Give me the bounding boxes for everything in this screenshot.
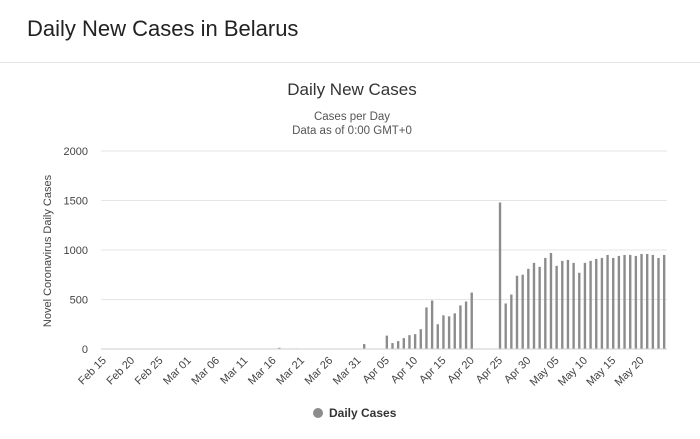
bar[interactable] — [413, 334, 417, 349]
bar[interactable] — [555, 265, 558, 349]
bar[interactable] — [278, 347, 281, 349]
y-tick-label: 2000 — [64, 146, 88, 158]
bar[interactable] — [572, 262, 575, 349]
bar[interactable] — [408, 335, 411, 349]
bar[interactable] — [578, 272, 581, 349]
bar[interactable] — [363, 344, 366, 349]
x-tick-label: May 15 — [584, 355, 618, 389]
x-tick-label: Mar 11 — [218, 355, 250, 387]
bar[interactable] — [640, 253, 643, 349]
bar[interactable] — [464, 301, 468, 349]
bar[interactable] — [453, 313, 456, 349]
bar[interactable] — [527, 268, 530, 349]
legend-marker-icon — [313, 408, 323, 418]
bar[interactable] — [600, 257, 604, 349]
bar[interactable] — [504, 303, 507, 349]
x-tick-label: Apr 05 — [361, 355, 392, 386]
bar[interactable] — [657, 257, 660, 349]
bar[interactable] — [470, 292, 473, 349]
legend-label: Daily Cases — [329, 406, 397, 420]
bar[interactable] — [617, 255, 621, 349]
bar[interactable] — [430, 300, 434, 349]
bar[interactable] — [515, 275, 519, 349]
bar[interactable] — [583, 262, 587, 349]
bar[interactable] — [521, 274, 524, 349]
bar[interactable] — [595, 258, 598, 349]
bar[interactable] — [532, 262, 536, 349]
bar[interactable] — [589, 260, 592, 349]
x-tick-label: May 20 — [613, 355, 647, 389]
bar[interactable] — [549, 252, 553, 349]
x-tick-label: Apr 25 — [474, 355, 505, 386]
bar[interactable] — [651, 254, 655, 349]
bar[interactable] — [544, 257, 547, 349]
bar[interactable] — [425, 307, 428, 349]
bar[interactable] — [566, 259, 570, 349]
x-tick-label: May 10 — [556, 355, 590, 389]
bar[interactable] — [662, 254, 666, 349]
legend[interactable]: Daily Cases — [313, 406, 397, 420]
y-axis-ticks: 0 500 1000 1500 2000 — [64, 146, 88, 356]
x-tick-label: Mar 16 — [246, 355, 279, 388]
bar[interactable] — [498, 202, 502, 349]
page-title: Daily New Cases in Belarus — [27, 16, 299, 41]
x-tick-label: May 05 — [528, 355, 562, 389]
x-tick-label: Apr 15 — [417, 355, 448, 386]
bar[interactable] — [396, 341, 400, 349]
bar[interactable] — [634, 255, 638, 349]
grid-lines — [101, 150, 667, 350]
x-tick-label: Apr 20 — [445, 355, 476, 386]
chart-title: Daily New Cases — [287, 80, 416, 99]
bar[interactable] — [385, 335, 389, 349]
x-tick-label: Mar 06 — [189, 355, 222, 388]
bar[interactable] — [459, 305, 462, 349]
y-axis-label: Novel Coronavirus Daily Cases — [42, 174, 54, 327]
bar[interactable] — [623, 254, 626, 349]
bar[interactable] — [629, 254, 632, 349]
bar[interactable] — [612, 257, 615, 349]
chart-subtitle-line-2: Data as of 0:00 GMT+0 — [292, 125, 412, 137]
y-tick-label: 1000 — [64, 245, 88, 257]
y-tick-label: 0 — [82, 344, 88, 356]
bar[interactable] — [391, 343, 394, 349]
x-tick-label: Mar 01 — [161, 355, 194, 388]
x-tick-label: Apr 10 — [389, 355, 420, 386]
x-tick-label: Feb 20 — [105, 355, 138, 388]
bar[interactable] — [606, 254, 609, 349]
y-tick-label: 500 — [70, 295, 88, 307]
x-tick-label: Feb 15 — [76, 355, 109, 388]
chart-subtitle-line-1: Cases per Day — [314, 111, 390, 123]
bar-series — [278, 202, 666, 349]
bar[interactable] — [419, 329, 422, 349]
bar[interactable] — [447, 316, 451, 349]
x-tick-label: Mar 26 — [303, 355, 336, 388]
bar[interactable] — [402, 338, 405, 349]
x-tick-label: Mar 31 — [331, 355, 364, 388]
chart-container: Daily New Cases Cases per Day Data as of… — [0, 62, 700, 439]
chart: Daily New Cases Cases per Day Data as of… — [42, 80, 667, 420]
bar[interactable] — [442, 315, 445, 349]
bar[interactable] — [538, 266, 541, 349]
x-tick-label: Feb 25 — [133, 355, 166, 388]
bar[interactable] — [646, 253, 649, 349]
bar[interactable] — [510, 294, 513, 349]
bar[interactable] — [436, 324, 439, 349]
y-tick-label: 1500 — [64, 196, 88, 208]
x-tick-label: Mar 21 — [274, 355, 307, 388]
bar[interactable] — [561, 260, 564, 349]
